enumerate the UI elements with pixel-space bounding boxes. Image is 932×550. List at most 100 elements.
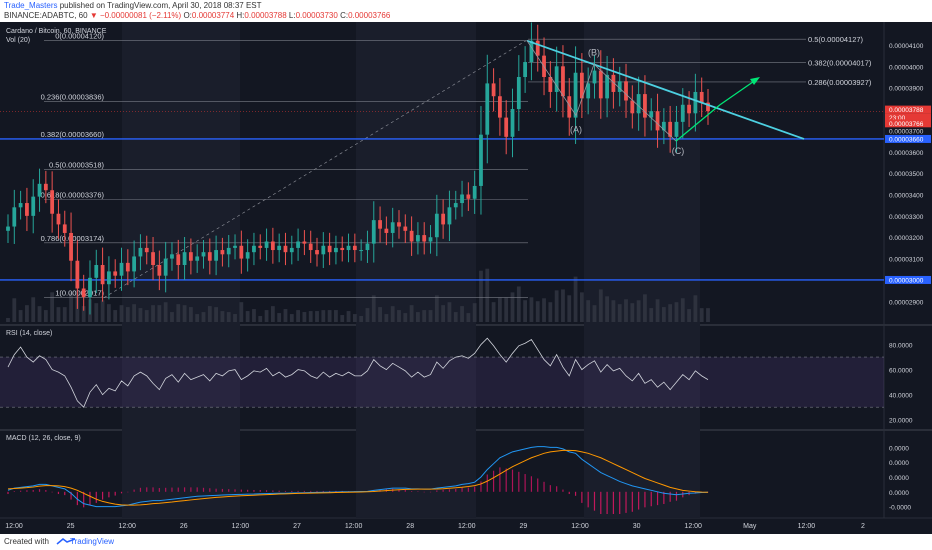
macd-histogram-bar xyxy=(165,487,167,492)
volume-bar xyxy=(62,307,67,322)
macd-histogram-bar xyxy=(600,491,602,514)
tradingview-brand[interactable]: TradingView xyxy=(70,537,115,546)
candle-body xyxy=(535,40,540,56)
volume-bar xyxy=(636,300,641,322)
candle-body xyxy=(176,254,181,265)
candle-body xyxy=(472,185,477,199)
volume-bar xyxy=(523,300,528,322)
candle-body xyxy=(100,265,105,285)
time-tick-label: 27 xyxy=(293,523,301,530)
price-badge-bg xyxy=(885,113,931,122)
macd-histogram-bar xyxy=(228,489,230,492)
candle-body xyxy=(321,245,326,255)
price-tick-label: 0.00003500 xyxy=(889,171,924,178)
volume-bar xyxy=(611,300,616,322)
candle-body xyxy=(132,256,137,272)
macd-histogram-bar xyxy=(51,491,53,493)
price-badge-bg xyxy=(885,119,931,128)
volume-bar xyxy=(649,308,654,322)
volume-bar xyxy=(422,310,427,322)
macd-histogram-bar xyxy=(247,489,249,492)
candle-body xyxy=(630,100,635,114)
volume-bar xyxy=(542,298,546,322)
candle-body xyxy=(119,262,124,276)
volume-bar xyxy=(113,310,118,322)
volume-bar xyxy=(245,311,250,322)
time-tick-label: 2 xyxy=(861,523,865,530)
volume-bar xyxy=(258,316,263,322)
candle-body xyxy=(157,265,162,276)
candle-body xyxy=(649,111,654,118)
candle-body xyxy=(598,70,603,99)
candle-body xyxy=(220,250,225,255)
ohlc-open-label: O: xyxy=(183,11,192,20)
volume-bar xyxy=(491,302,496,322)
price-badge-label: 0.00003000 xyxy=(889,277,924,284)
candle-body xyxy=(554,66,559,92)
candle-body xyxy=(308,243,313,251)
time-tick-label: May xyxy=(743,523,757,530)
candle-body xyxy=(422,235,427,242)
candle-body xyxy=(567,96,572,118)
candle-body xyxy=(655,111,660,131)
price-tick-label: 0.00003700 xyxy=(889,128,924,135)
macd-histogram-bar xyxy=(644,491,646,508)
macd-histogram-bar xyxy=(417,491,419,492)
volume-bar xyxy=(188,307,193,322)
macd-histogram-bar xyxy=(190,487,192,492)
macd-histogram-bar xyxy=(183,487,186,492)
chart-area[interactable]: 0(0.00004120) 0.236(0.00003836) 0.382(0.00… xyxy=(0,22,932,534)
chart-canvas[interactable]: 0(0.00004120) 0.236(0.00003836) 0.382(0.00… xyxy=(0,22,932,534)
fib-level-label: 0.618(0.00003376) xyxy=(41,191,105,200)
macd-histogram-bar xyxy=(543,481,545,492)
candle-body xyxy=(296,241,300,248)
volume-bar xyxy=(18,310,23,322)
candle-body xyxy=(43,183,48,191)
volume-bar xyxy=(390,306,395,322)
volume-bar xyxy=(125,307,130,322)
candle-body xyxy=(504,117,509,137)
author-link[interactable]: Trade_Masters xyxy=(4,1,58,10)
candle-body xyxy=(592,70,597,84)
rsi-tick-label: 40.0000 xyxy=(889,393,913,400)
macd-histogram-bar xyxy=(669,491,671,502)
macd-histogram-bar xyxy=(650,491,652,507)
candle-body xyxy=(302,241,307,244)
volume-bar xyxy=(441,305,446,322)
ohlc-high-label: H: xyxy=(236,11,245,20)
time-tick-label: 25 xyxy=(67,523,75,530)
price-tick-label: 0.00004100 xyxy=(889,43,924,50)
macd-histogram-bar xyxy=(57,491,60,495)
fib-level-label: 0.382(0.00004017) xyxy=(808,59,872,68)
candle-body xyxy=(214,250,218,261)
volume-bar xyxy=(315,311,319,322)
candle-body xyxy=(529,40,534,63)
macd-histogram-bar xyxy=(89,491,91,506)
price-badge-bg xyxy=(885,105,931,114)
candle-body xyxy=(258,245,263,248)
macd-histogram-bar xyxy=(448,489,451,492)
macd-histogram-bar xyxy=(429,491,432,493)
candle-body xyxy=(390,222,395,233)
volume-bar xyxy=(31,297,36,322)
session-background xyxy=(584,22,700,518)
volume-bar xyxy=(151,305,155,322)
candle-body xyxy=(510,109,515,137)
candle-body xyxy=(37,183,42,197)
candle-body xyxy=(283,245,288,253)
macd-tick-label: 0.0000 xyxy=(889,490,909,497)
descending-trendline xyxy=(526,39,805,140)
volume-bar xyxy=(668,304,673,322)
macd-histogram-bar xyxy=(70,491,72,500)
macd-histogram-bar xyxy=(398,489,400,492)
candle-body xyxy=(403,226,408,231)
volume-bar xyxy=(308,311,313,322)
macd-histogram-bar xyxy=(32,490,34,492)
candle-body xyxy=(6,226,10,231)
candle-body xyxy=(661,121,666,131)
candle-body xyxy=(56,213,61,225)
candle-body xyxy=(50,190,55,214)
candle-body xyxy=(188,252,193,261)
macd-histogram-bar xyxy=(101,491,104,500)
candle-body xyxy=(428,237,433,242)
